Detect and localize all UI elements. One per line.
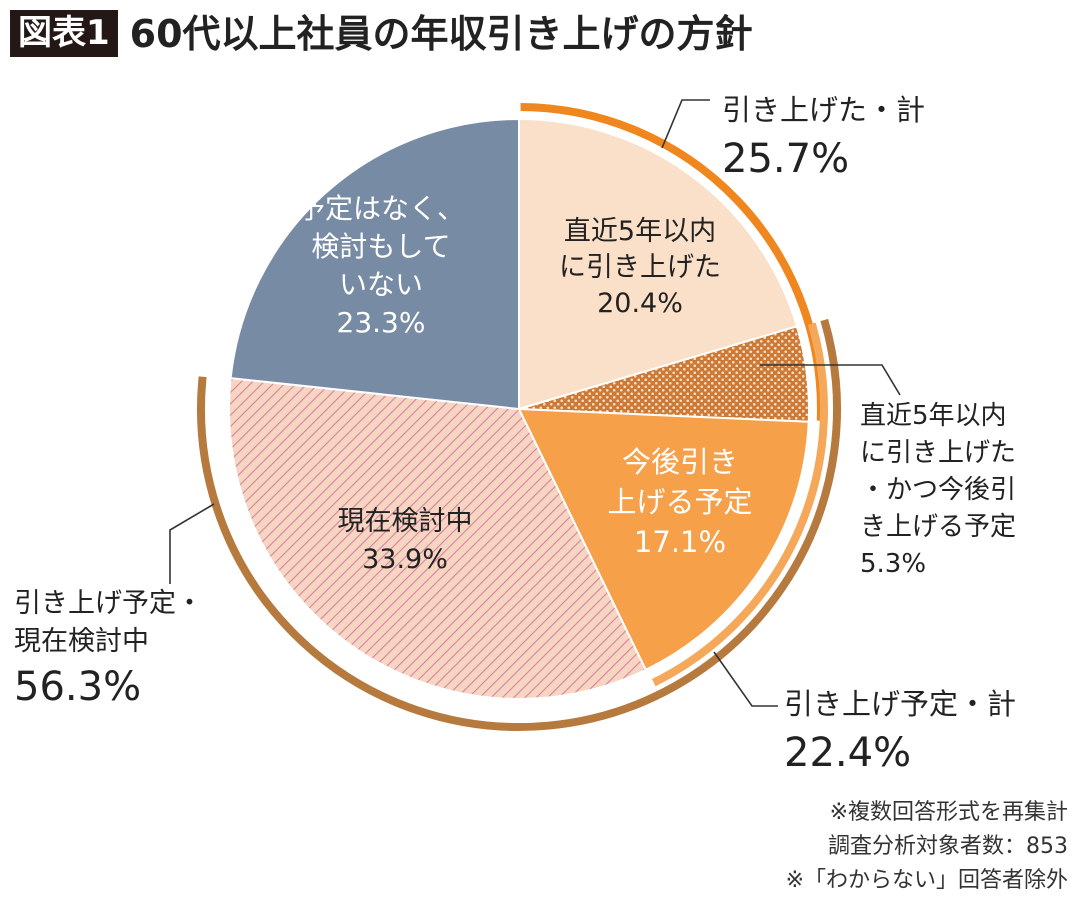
slice-value-planned: 17.1%: [634, 525, 726, 559]
leader-both: [760, 364, 901, 396]
leader-plan-consider: [169, 503, 215, 584]
slice-label-both: に引き上げた: [860, 438, 1016, 468]
group-ring-plan_or_consider_total: [197, 318, 841, 731]
group-ring-planned_total: [651, 322, 828, 687]
slice-label-not_planned: 予定はなく、: [297, 192, 465, 225]
note-line: ※「わからない」回答者除外: [785, 868, 1068, 893]
slice-label-planned: 今後引き: [622, 445, 738, 479]
slice-label-both: き上げる予定: [860, 512, 1016, 542]
slice-label-both: 直近5年以内: [860, 401, 1007, 431]
slice-label-both: ・かつ今後引: [860, 475, 1016, 505]
figure-title-text: 60代以上社員の年収引き上げの方針: [129, 11, 753, 56]
group-value-raised_total: 25.7%: [722, 136, 849, 182]
group-label-plan_or_consider_total: 現在検討中: [14, 626, 149, 657]
slice-label-past_raise: 直近5年以内: [564, 216, 716, 247]
leader-planned-total: [713, 651, 778, 707]
group-value-plan_or_consider_total: 56.3%: [14, 664, 141, 710]
pie-slice-past_raise: [518, 117, 799, 411]
slice-label-not_planned: 検討もして: [311, 230, 450, 263]
pie-slice-planned: [517, 407, 810, 672]
notes: ※複数回答形式を再集計 調査分析対象者数：853 ※「わからない」回答者除外: [786, 796, 1068, 898]
slice-value-both: 5.3%: [860, 549, 926, 579]
slice-value-considering: 33.9%: [362, 544, 448, 575]
group-label-raised_total: 引き上げた・計: [722, 93, 925, 127]
figure-title: 図表1 60代以上社員の年収引き上げの方針: [10, 10, 753, 57]
slice-label-past_raise: に引き上げた: [559, 252, 721, 283]
slice-label-planned: 上げる予定: [607, 485, 752, 519]
pie-slice-considering: [228, 376, 648, 700]
note-line: 調査分析対象者数：853: [828, 834, 1068, 859]
note-line: ※複数回答形式を再集計: [829, 800, 1068, 825]
slice-value-not_planned: 23.3%: [337, 306, 426, 339]
slice-label-considering: 現在検討中: [338, 506, 473, 537]
group-label-planned_total: 引き上げ予定・計: [784, 687, 1016, 721]
slice-label-not_planned: いない: [339, 268, 423, 301]
group-value-planned_total: 22.4%: [784, 730, 911, 776]
slice-value-past_raise: 20.4%: [597, 288, 683, 319]
group-label-plan_or_consider_total: 引き上げ予定・: [14, 588, 203, 619]
pie-slice-not_planned: [229, 117, 520, 411]
figure-badge: 図表1: [10, 10, 118, 57]
leader-raised-total: [661, 99, 710, 149]
